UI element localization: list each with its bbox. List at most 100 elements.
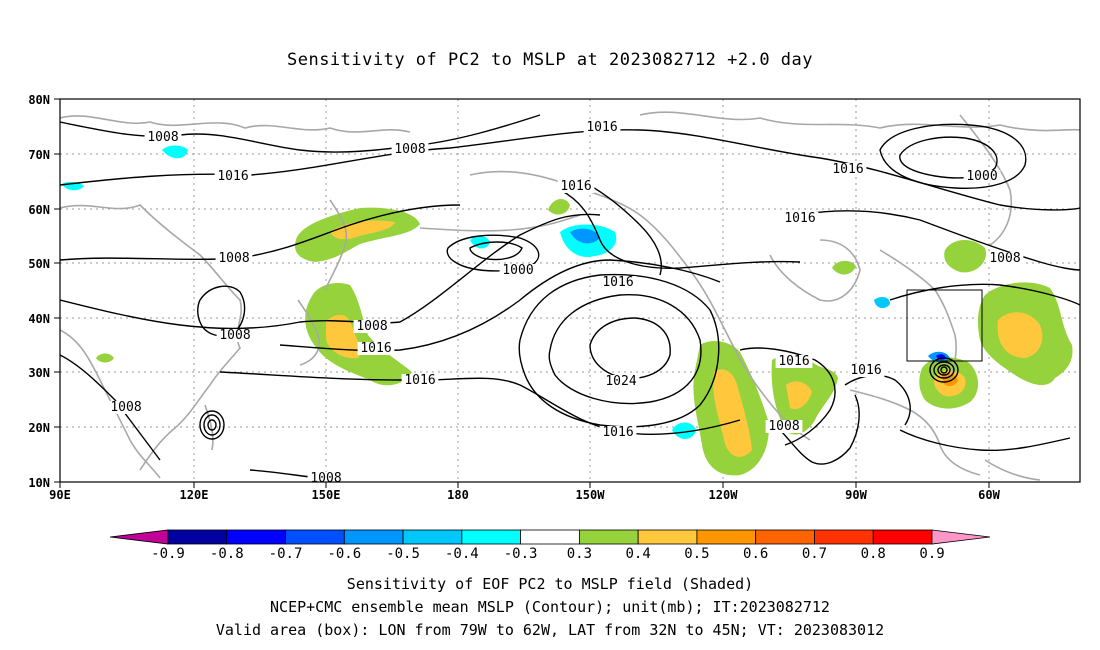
- contour-label-bg: [391, 143, 429, 156]
- contour-label: 1008: [110, 400, 141, 415]
- lat-label: 10N: [28, 476, 50, 490]
- contour-1016-goa: [559, 189, 801, 269]
- map-title: Sensitivity of PC2 to MSLP at 2023082712…: [286, 50, 813, 70]
- shade-neg-baja: [672, 422, 696, 440]
- colorbar-swatch: [755, 529, 815, 545]
- contour-1000-low-inner: [469, 241, 523, 261]
- shade-kuroshio-core: [326, 314, 361, 359]
- colorbar-swatch: [872, 529, 933, 545]
- shade-aleutian: [548, 198, 570, 215]
- contour-label: 1016: [404, 373, 435, 388]
- colorbar-swatch: [285, 529, 345, 545]
- colorbar-tick-label: -0.3: [504, 546, 538, 562]
- colorbar-tick-label: 0.5: [684, 546, 709, 562]
- colorbar-tick-label: -0.8: [210, 546, 244, 562]
- coast-na-east: [879, 249, 957, 381]
- colorbar-tick-label: 0.6: [743, 546, 768, 562]
- lat-label: 20N: [28, 421, 50, 435]
- colorbar-swatch: [696, 529, 757, 545]
- contour-label-bg: [781, 212, 819, 225]
- positive-sensitivity-shading: [96, 198, 1073, 476]
- caption-line-2: NCEP+CMC ensemble mean MSLP (Contour); u…: [270, 598, 830, 616]
- contour-hurricane-2: [933, 361, 955, 379]
- colorbar-tick-label: -0.9: [151, 546, 185, 562]
- colorbar-max-arrow: [931, 529, 991, 545]
- shade-mexico-core: [786, 381, 812, 410]
- lon-label: 90W: [845, 488, 867, 502]
- contour-label-bg: [107, 401, 145, 414]
- contour-label: 1000: [966, 169, 997, 184]
- contour-label-bg: [599, 276, 637, 289]
- contour-label: 1008: [768, 419, 799, 434]
- contour-label-bg: [847, 364, 885, 377]
- contour-hurricane-3: [937, 364, 951, 376]
- contour-label-bg: [765, 420, 803, 433]
- contour-label: 1008: [310, 471, 341, 486]
- contour-label: 1016: [602, 275, 633, 290]
- coastlines: [60, 111, 1080, 481]
- contour-1012-sa: [899, 429, 1071, 452]
- contour-label: 1008: [218, 251, 249, 266]
- contour-1024-high-inner: [589, 317, 671, 379]
- contour-1000-siberia: [899, 136, 998, 179]
- contour-hurricane-4: [940, 366, 948, 374]
- contour-label-bg: [215, 252, 253, 265]
- contour-label-bg: [144, 131, 182, 144]
- colorbar-tick-label: 0.9: [919, 546, 944, 562]
- colorbar-swatch: [226, 529, 286, 545]
- lon-label: 150E: [312, 488, 341, 502]
- contour-label: 1000: [502, 263, 533, 278]
- contour-label-bg: [401, 374, 439, 387]
- lon-label: 120W: [709, 488, 739, 502]
- lon-label: 90E: [49, 488, 71, 502]
- contour-label-bg: [216, 329, 254, 342]
- contour-label: 1016: [217, 169, 248, 184]
- coast-sa: [984, 459, 1041, 481]
- contour-label-bg: [499, 264, 537, 277]
- coast-na-west: [689, 269, 811, 441]
- contour-philippines-3: [207, 419, 217, 431]
- contour-1008-goa: [579, 179, 662, 276]
- shade-pacific-west-coast-core: [713, 369, 752, 457]
- contour-label: 1016: [586, 120, 617, 135]
- contour-label: 1016: [784, 211, 815, 226]
- colorbar-tick-label: 0.3: [567, 546, 592, 562]
- colorbar-swatch: [402, 529, 463, 545]
- coast-greenland: [959, 114, 1013, 246]
- coast-japan: [297, 299, 320, 366]
- caption-line-1: Sensitivity of EOF PC2 to MSLP field (Sh…: [346, 575, 754, 593]
- contour-label: 1008: [219, 328, 250, 343]
- shade-great-lakes: [944, 239, 986, 273]
- contour-label: 1008: [356, 319, 387, 334]
- contour-label-bg: [599, 426, 637, 439]
- contour-label: 1016: [602, 425, 633, 440]
- coast-kamchatka: [324, 199, 348, 291]
- contour-label: 1016: [360, 341, 391, 356]
- contour-label-bg: [353, 320, 391, 333]
- contour-1016-asia: [60, 204, 461, 261]
- colorbar-swatch: [578, 529, 639, 545]
- colorbar-swatch: [461, 529, 522, 545]
- lat-label: 80N: [28, 93, 50, 107]
- contour-1016-south: [219, 371, 741, 436]
- longitude-labels: 90E 120E 150E 180 150W 120W 90W 60W: [49, 488, 1000, 502]
- colorbar-swatch: [814, 529, 874, 545]
- lat-label: 40N: [28, 312, 50, 326]
- lon-label: 150W: [576, 488, 606, 502]
- contour-1024-high: [548, 293, 702, 405]
- colorbar-tick-label: 0.4: [626, 546, 651, 562]
- coast-aleutians: [419, 214, 581, 232]
- contour-1008-india: [60, 354, 161, 461]
- colorbar-min-arrow: [109, 529, 169, 545]
- contour-hurricane-1: [929, 357, 959, 383]
- contour-label-bg: [829, 163, 867, 176]
- contour-1016-east: [799, 210, 1080, 271]
- coast-philippines: [204, 404, 214, 451]
- coast-asia-north: [60, 115, 411, 133]
- contour-philippines-1: [199, 410, 225, 440]
- coast-alaska: [469, 170, 691, 271]
- contour-1008-north: [60, 114, 541, 153]
- contour-1008-siberia: [879, 123, 1027, 190]
- contour-1020: [518, 273, 720, 428]
- colorbar-tick-label: -0.5: [386, 546, 420, 562]
